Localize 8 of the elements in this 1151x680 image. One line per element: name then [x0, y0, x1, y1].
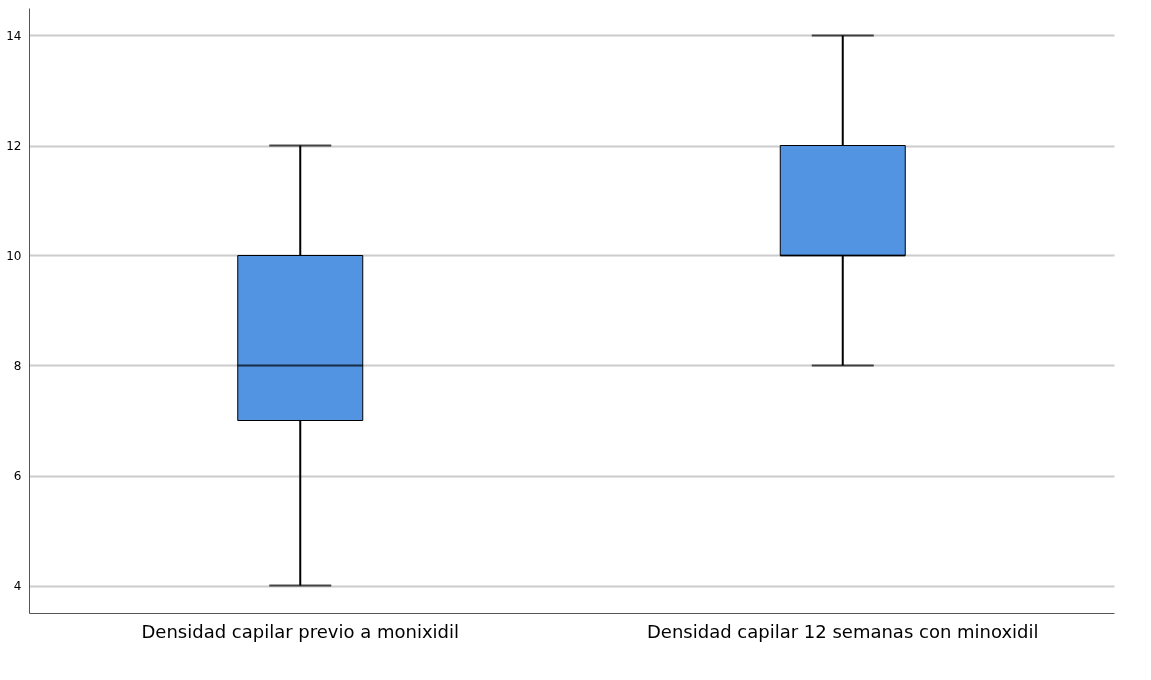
y-tick-label: 10: [6, 249, 22, 263]
x-tick-label: Densidad capilar previo a monixidil: [141, 620, 460, 642]
y-tick-label: 4: [13, 579, 22, 593]
x-tick-label: Densidad capilar 12 semanas con minoxidil: [646, 620, 1039, 642]
y-tick-label: 6: [13, 469, 22, 483]
y-tick-label: 8: [13, 359, 22, 373]
y-tick-label: 14: [6, 29, 22, 43]
y-tick-label: 12: [6, 139, 22, 153]
